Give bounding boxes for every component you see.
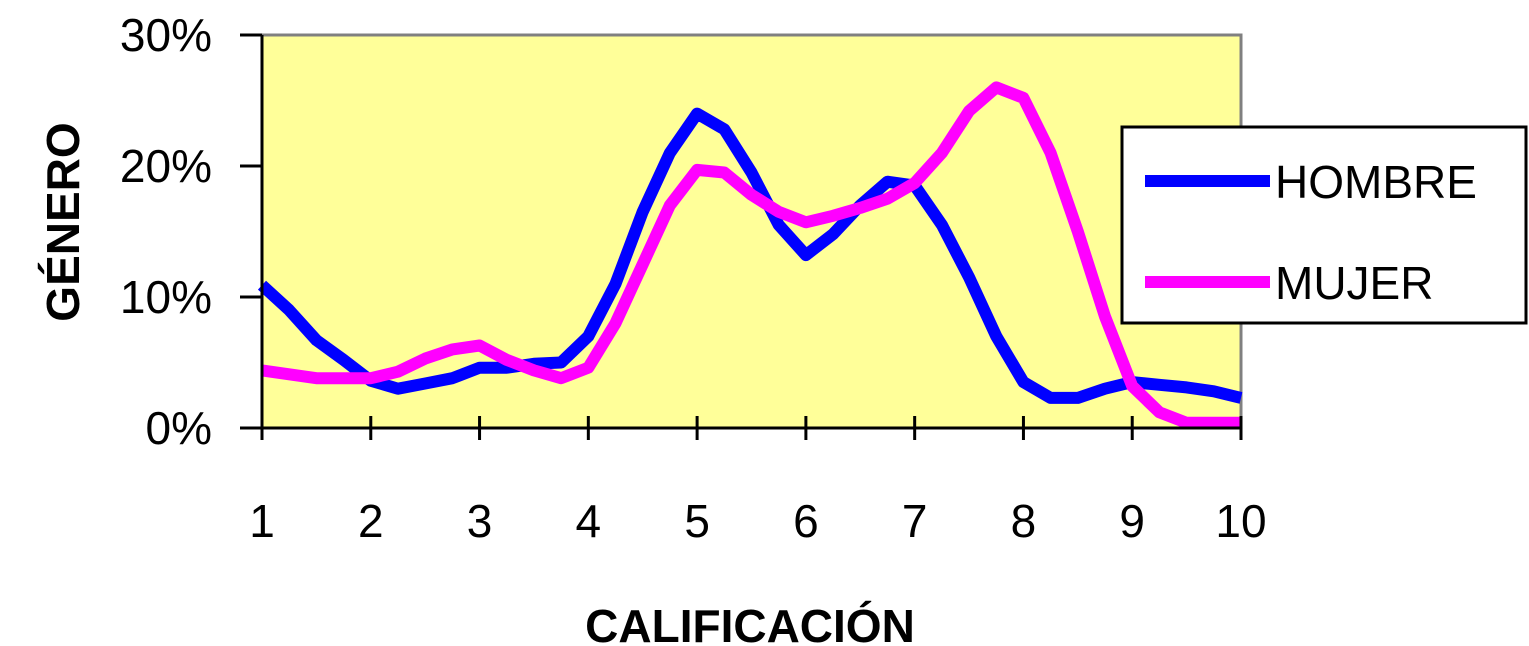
x-tick-label: 2 [358,495,384,547]
series-line-mujer [261,81,1241,429]
axes-layer [240,33,1243,440]
y-tick-label: 20% [120,140,212,192]
legend: HOMBRE MUJER [1120,125,1528,325]
legend-label-mujer: MUJER [1275,257,1433,309]
x-tick-label: 10 [1215,495,1266,547]
y-tick-label: 0% [146,402,212,454]
x-tick-label: 7 [902,495,928,547]
tick-label-layer: 1 2 3 4 5 6 7 8 9 10 0% 10% 20% 30% [120,9,1267,547]
x-tick-label: 4 [576,495,602,547]
x-tick-label: 3 [467,495,493,547]
x-tick-label: 8 [1011,495,1037,547]
x-tick-label: 5 [684,495,710,547]
x-axis-title: CALIFICACIÓN [585,600,915,646]
series-line-hombre [257,107,1243,404]
x-tick-label: 6 [793,495,819,547]
x-tick-label: 9 [1119,495,1145,547]
y-tick-label: 10% [120,271,212,323]
y-tick-label: 30% [120,9,212,61]
series-layer [257,81,1243,429]
legend-label-hombre: HOMBRE [1275,156,1477,208]
x-tick-label: 1 [249,495,275,547]
y-axis-title: GÉNERO [37,122,89,321]
legend-box [1120,125,1528,325]
